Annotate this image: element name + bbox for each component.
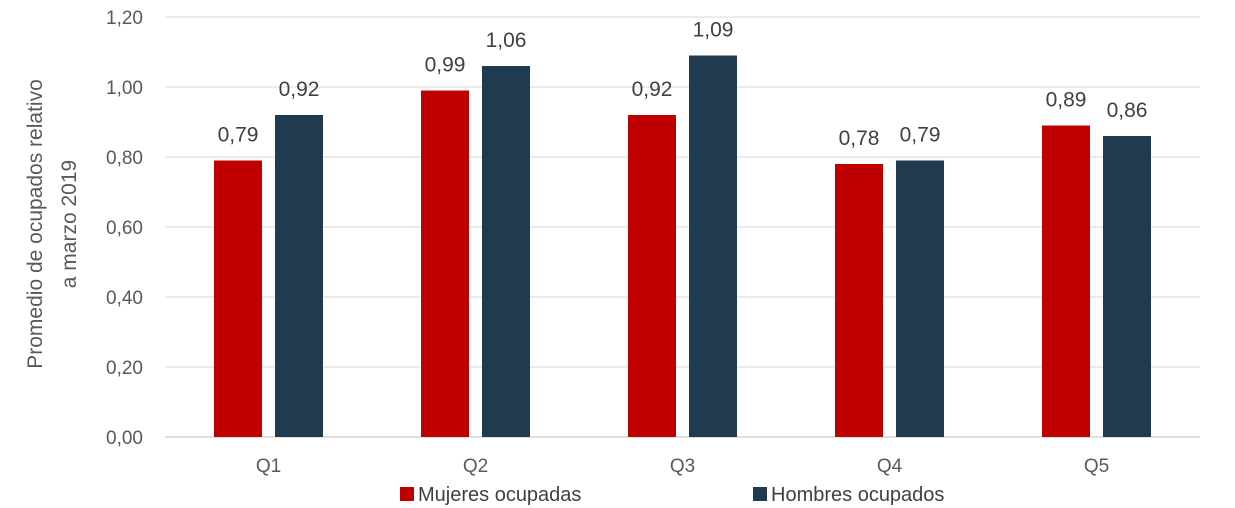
bar: [482, 66, 530, 437]
data-label: 0,78: [839, 127, 880, 150]
y-axis-title-text: Promedio de ocupados relativo a marzo 201…: [24, 79, 81, 369]
legend-label: Mujeres ocupadas: [418, 484, 581, 506]
data-label: 0,79: [900, 124, 941, 147]
data-labels: 0,79 0,92 0,99 1,06 0,92 1,09 0,78 0,79 0,89 0,86: [218, 19, 1148, 151]
data-label: 0,92: [632, 78, 673, 101]
bar: [421, 90, 469, 437]
bar: [1042, 125, 1090, 437]
y-axis-title: Promedio de ocupados relativo a marzo 201…: [24, 79, 81, 369]
x-tick-label: Q1: [256, 456, 281, 477]
data-label: 0,89: [1046, 89, 1087, 112]
bar: [1103, 136, 1151, 437]
bar: [628, 115, 676, 437]
y-axis-tick-labels: 0,00 0,20 0,40 0,60 0,80 1,00 1,20: [106, 8, 143, 449]
x-tick-label: Q3: [670, 456, 695, 477]
legend-swatch: [400, 487, 414, 501]
legend-swatch: [753, 487, 767, 501]
y-tick-label: 0,60: [106, 218, 143, 239]
legend: Mujeres ocupadas Hombres ocupados: [400, 484, 944, 506]
y-tick-label: 0,20: [106, 358, 143, 379]
bar: [275, 115, 323, 437]
x-tick-label: Q5: [1084, 456, 1109, 477]
data-label: 1,09: [693, 19, 734, 42]
data-label: 0,86: [1107, 99, 1148, 122]
bars: [214, 55, 1151, 437]
y-tick-label: 0,80: [106, 148, 143, 169]
bar: [689, 55, 737, 437]
data-label: 0,79: [218, 124, 259, 147]
bar: [896, 160, 944, 437]
legend-label: Hombres ocupados: [771, 484, 944, 506]
data-label: 1,06: [486, 29, 527, 52]
data-label: 0,99: [425, 54, 466, 77]
y-axis-title-line: Promedio de ocupados relativo: [24, 79, 47, 369]
gridlines: [165, 16, 1200, 438]
y-tick-label: 1,20: [106, 8, 143, 29]
y-tick-label: 0,00: [106, 428, 143, 449]
data-label: 0,92: [279, 78, 320, 101]
x-tick-label: Q2: [463, 456, 488, 477]
y-axis-title-line: a marzo 2019: [58, 160, 81, 288]
y-tick-label: 1,00: [106, 78, 143, 99]
x-tick-label: Q4: [877, 456, 903, 477]
y-tick-label: 0,40: [106, 288, 143, 309]
bar: [214, 160, 262, 437]
x-axis-tick-labels: Q1 Q2 Q3 Q4 Q5: [256, 456, 1109, 477]
bar: [835, 164, 883, 437]
